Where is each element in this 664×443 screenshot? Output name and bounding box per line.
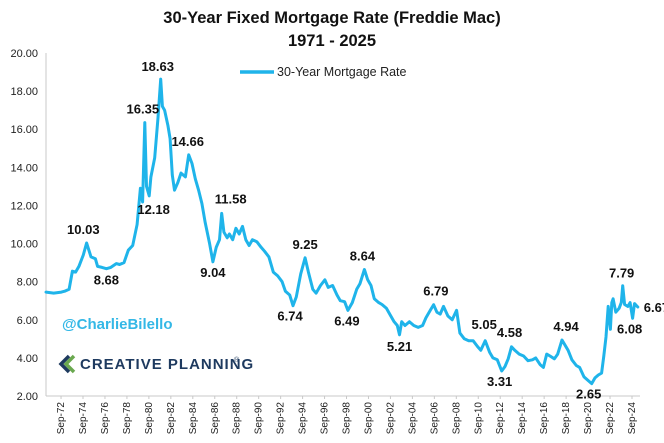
- logo-mark-icon: [58, 354, 76, 374]
- x-tick-label: Sep-10: [473, 402, 484, 435]
- x-tick-label: Sep-22: [605, 402, 616, 435]
- y-axis: 2.00 4.00 6.00 8.00 10.00 12.00 14.00 16.00 18.0…: [10, 48, 47, 403]
- data-label: 12.18: [137, 202, 170, 217]
- x-tick-label: Sep-12: [495, 402, 506, 435]
- x-tick-label: Sep-76: [100, 402, 111, 435]
- x-tick-label: Sep-18: [561, 402, 572, 435]
- series-line-0: [44, 77, 640, 386]
- x-tick-label: Sep-72: [56, 402, 67, 435]
- x-tick-label: Sep-90: [254, 402, 265, 435]
- data-label: 6.67: [644, 300, 664, 315]
- data-label: 9.04: [200, 265, 226, 280]
- x-tick-label: Sep-20: [583, 402, 594, 435]
- data-label: 4.58: [497, 325, 522, 340]
- x-tick-label: Sep-06: [429, 402, 440, 435]
- x-tick-label: Sep-94: [298, 402, 309, 435]
- data-label: 8.64: [350, 248, 376, 263]
- x-tick-label: Sep-88: [232, 402, 243, 435]
- creative-planning-logo: CREATIVE PLANNING ®: [58, 354, 254, 374]
- y-tick-label: 20.00: [10, 48, 38, 60]
- x-tick-label: Sep-96: [320, 402, 331, 435]
- data-labels: 10.03 8.68 16.35 12.18 18.63 14.66 11.58 9.04 9.…: [67, 59, 664, 402]
- x-tick-label: Sep-08: [451, 402, 462, 435]
- legend: 30-Year Mortgage Rate: [240, 65, 407, 79]
- x-tick-label: Sep-00: [363, 402, 374, 435]
- data-label: 7.79: [609, 266, 634, 281]
- y-tick-label: 14.00: [10, 162, 38, 174]
- x-tick-label: Sep-84: [188, 402, 199, 435]
- y-tick-label: 2.00: [17, 391, 38, 403]
- x-tick-label: Sep-24: [627, 402, 638, 435]
- y-tick-label: 18.00: [10, 86, 38, 98]
- handle-watermark: @CharlieBilello: [62, 316, 173, 333]
- data-label: 6.74: [277, 309, 303, 324]
- data-label: 18.63: [141, 59, 174, 74]
- y-tick-label: 4.00: [17, 353, 38, 365]
- data-label: 16.35: [127, 102, 160, 117]
- data-label: 5.05: [472, 317, 497, 332]
- data-label: 5.21: [387, 339, 412, 354]
- data-label: 9.25: [292, 237, 317, 252]
- x-tick-label: Sep-98: [342, 402, 353, 435]
- x-tick-label: Sep-04: [407, 402, 418, 435]
- data-label: 6.08: [617, 321, 642, 336]
- data-label: 2.65: [576, 387, 601, 402]
- data-label: 11.58: [215, 191, 247, 206]
- registered-mark: ®: [234, 356, 240, 364]
- data-label: 8.68: [94, 273, 119, 288]
- x-tick-label: Sep-78: [122, 402, 133, 435]
- x-tick-label: Sep-80: [144, 402, 155, 435]
- x-tick-label: Sep-74: [78, 402, 89, 435]
- chart-title: 30-Year Fixed Mortgage Rate (Freddie Mac…: [163, 9, 500, 27]
- y-tick-label: 6.00: [17, 315, 38, 327]
- x-axis: Sep-72 Sep-74 Sep-76 Sep-78 Sep-80 Sep-82 Sep-…: [46, 395, 640, 435]
- data-label: 10.03: [67, 222, 100, 237]
- x-tick-label: Sep-16: [539, 402, 550, 435]
- x-tick-label: Sep-92: [276, 402, 287, 435]
- data-label: 14.66: [171, 134, 204, 149]
- data-label: 6.79: [423, 284, 448, 299]
- y-tick-label: 8.00: [17, 277, 38, 289]
- data-label: 3.31: [487, 374, 512, 389]
- x-tick-label: Sep-82: [166, 402, 177, 435]
- data-label: 4.94: [553, 319, 579, 334]
- x-tick-label: Sep-02: [385, 402, 396, 435]
- x-tick-label: Sep-14: [517, 402, 528, 435]
- legend-label: 30-Year Mortgage Rate: [277, 65, 407, 79]
- y-tick-label: 12.00: [10, 200, 38, 212]
- y-tick-label: 16.00: [10, 124, 38, 136]
- brand-name: CREATIVE PLANNING: [80, 356, 254, 373]
- series-line-group: [44, 77, 640, 386]
- x-tick-label: Sep-86: [210, 402, 221, 435]
- data-label: 6.49: [334, 313, 359, 328]
- chart-subtitle: 1971 - 2025: [288, 32, 376, 50]
- y-tick-label: 10.00: [10, 239, 38, 251]
